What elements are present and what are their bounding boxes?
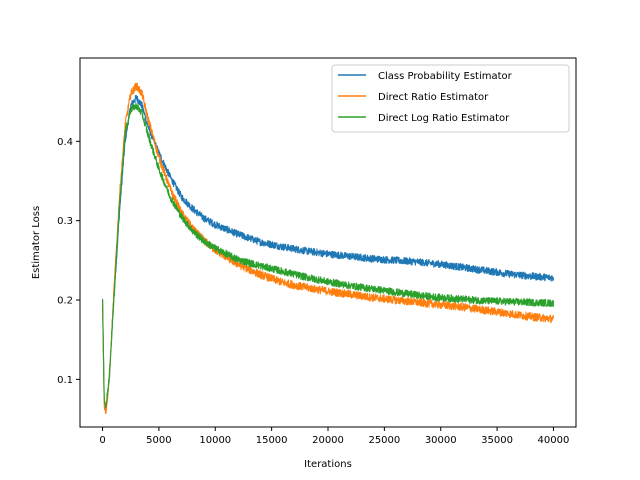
series-line-1 — [102, 94, 554, 413]
series-line-3 — [102, 102, 554, 409]
series-line-2 — [102, 82, 554, 415]
legend: Class Probability Estimator Direct Ratio … — [331, 64, 570, 133]
y-axis-label: Estimator Loss — [31, 206, 42, 279]
x-axis-label: Iterations — [304, 459, 352, 470]
x-tick-label: 5000 — [146, 435, 171, 446]
series-layer — [102, 82, 554, 415]
y-tick-label: 0.4 — [57, 137, 73, 148]
y-tick-label: 0.2 — [57, 296, 73, 307]
x-tick-label: 40000 — [538, 435, 570, 446]
x-tick-label: 0 — [99, 435, 105, 446]
y-tick-label: 0.1 — [57, 375, 73, 386]
y-tick-label: 0.3 — [57, 216, 73, 227]
legend-label: Direct Ratio Estimator — [378, 92, 489, 103]
x-tick-label: 15000 — [256, 435, 288, 446]
legend-label: Direct Log Ratio Estimator — [378, 113, 510, 124]
x-tick-label: 30000 — [425, 435, 457, 446]
legend-label: Class Probability Estimator — [378, 71, 513, 82]
x-tick-label: 35000 — [481, 435, 513, 446]
legend-box — [331, 64, 570, 133]
x-tick-label: 20000 — [312, 435, 344, 446]
x-tick-label: 10000 — [199, 435, 231, 446]
y-axis: 0.1 0.2 0.3 0.4 — [57, 137, 80, 386]
x-tick-label: 25000 — [368, 435, 400, 446]
x-axis: 0 5000 10000 15000 20000 25000 30000 35000 40000 — [99, 427, 569, 446]
